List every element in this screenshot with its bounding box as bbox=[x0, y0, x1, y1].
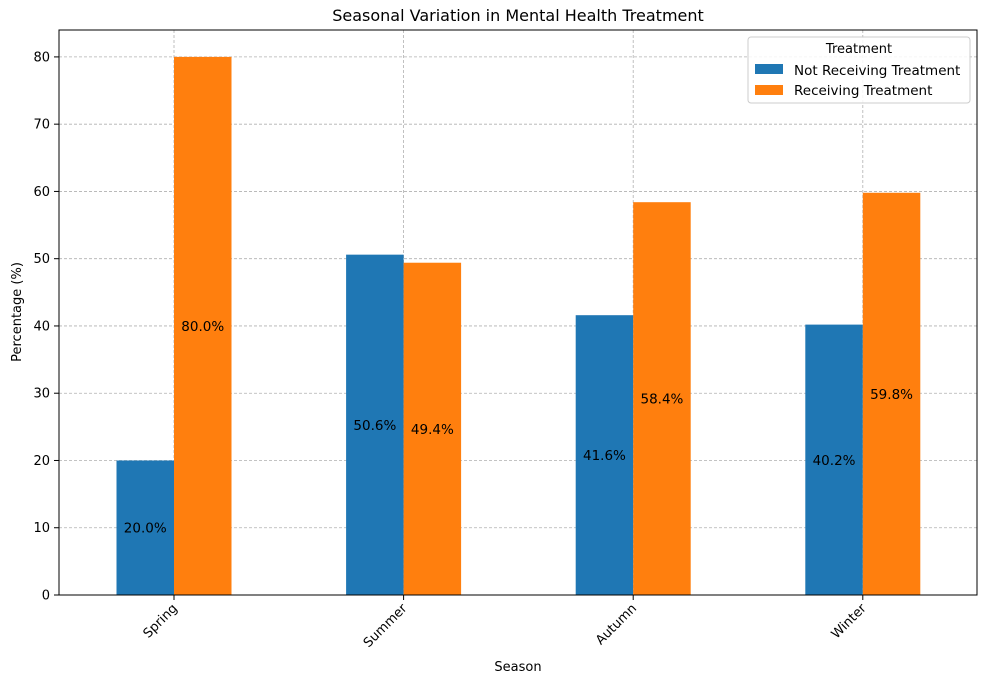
legend-box bbox=[747, 36, 971, 104]
x-tick-label: Autumn bbox=[593, 601, 640, 648]
data-label: 59.8% bbox=[870, 387, 913, 403]
bars-layer bbox=[116, 56, 921, 595]
plot-frame bbox=[58, 29, 978, 596]
y-tick-label: 30 bbox=[33, 387, 50, 402]
y-tick-label: 80 bbox=[33, 50, 50, 65]
data-label: 41.6% bbox=[583, 448, 626, 464]
x-tick-label: Summer bbox=[361, 601, 411, 651]
y-tick-label: 70 bbox=[33, 118, 50, 133]
legend-label-receiving: Receiving Treatment bbox=[794, 83, 932, 99]
bar bbox=[805, 324, 863, 595]
legend-swatch-receiving bbox=[755, 85, 783, 95]
chart-title: Seasonal Variation in Mental Health Trea… bbox=[332, 6, 704, 25]
y-tick-label: 0 bbox=[42, 589, 50, 604]
bar bbox=[346, 254, 404, 595]
data-label: 40.2% bbox=[813, 453, 856, 469]
legend-swatch-not-receiving bbox=[755, 64, 783, 74]
bar bbox=[403, 262, 462, 595]
y-tick-label: 40 bbox=[33, 319, 50, 334]
x-axis-label: Season bbox=[494, 660, 541, 675]
x-axis: Spring Summer Autumn Winter bbox=[141, 595, 870, 651]
legend: Treatment Not Receiving Treatment Receiv… bbox=[747, 36, 971, 104]
data-label: 80.0% bbox=[181, 319, 224, 335]
y-tick-label: 20 bbox=[33, 454, 50, 469]
x-tick-label: Spring bbox=[141, 601, 181, 641]
data-label: 58.4% bbox=[641, 392, 684, 408]
legend-label-not-receiving: Not Receiving Treatment bbox=[794, 63, 960, 79]
bar bbox=[575, 315, 634, 595]
y-tick-label: 60 bbox=[33, 185, 50, 200]
data-labels-layer: 20.0% 50.6% 41.6% 40.2% 80.0% 49.4% 58.4% 59.8% bbox=[124, 319, 913, 537]
y-axis-label: Percentage (%) bbox=[10, 262, 25, 362]
x-tick-label: Winter bbox=[829, 601, 870, 642]
bar bbox=[862, 192, 921, 595]
bar bbox=[116, 460, 174, 595]
y-axis: 0 10 20 30 40 50 60 70 80 bbox=[33, 50, 59, 604]
y-tick-label: 10 bbox=[33, 521, 50, 536]
data-label: 20.0% bbox=[124, 521, 167, 537]
bar bbox=[174, 56, 232, 595]
y-tick-label: 50 bbox=[33, 252, 50, 267]
legend-title: Treatment bbox=[825, 42, 892, 57]
data-label: 49.4% bbox=[411, 422, 454, 438]
bar bbox=[633, 202, 691, 595]
data-label: 50.6% bbox=[353, 418, 396, 434]
